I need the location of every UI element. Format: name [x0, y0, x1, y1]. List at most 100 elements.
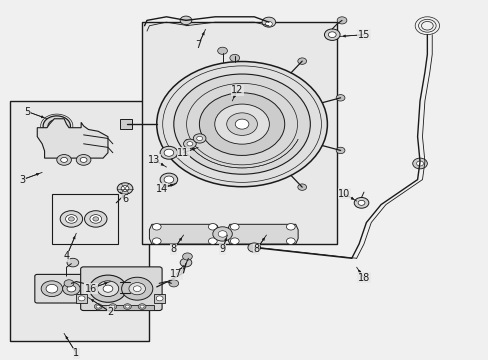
Circle shape: [103, 285, 113, 292]
Circle shape: [67, 285, 76, 292]
Circle shape: [335, 147, 344, 154]
Circle shape: [196, 136, 202, 141]
Text: 14: 14: [155, 184, 167, 194]
Circle shape: [48, 120, 65, 132]
Circle shape: [164, 149, 173, 156]
Circle shape: [93, 217, 99, 221]
Circle shape: [193, 134, 205, 143]
Circle shape: [357, 200, 364, 205]
Circle shape: [57, 154, 71, 165]
Text: 16: 16: [84, 284, 97, 294]
Circle shape: [156, 296, 163, 301]
Circle shape: [265, 22, 272, 26]
Circle shape: [60, 211, 82, 227]
Circle shape: [160, 146, 177, 159]
Circle shape: [336, 17, 346, 24]
Circle shape: [324, 29, 339, 40]
Circle shape: [140, 305, 144, 308]
Text: 6: 6: [122, 194, 128, 204]
Circle shape: [94, 304, 102, 310]
FancyBboxPatch shape: [35, 274, 120, 303]
Text: 12: 12: [230, 85, 243, 95]
Bar: [108, 282, 120, 296]
Circle shape: [235, 119, 248, 129]
Circle shape: [84, 211, 107, 227]
Circle shape: [138, 304, 146, 310]
Circle shape: [129, 283, 145, 295]
Circle shape: [412, 158, 427, 169]
Circle shape: [226, 113, 257, 135]
Bar: [154, 294, 164, 303]
Text: 11: 11: [177, 148, 189, 158]
Circle shape: [68, 217, 74, 221]
Circle shape: [97, 281, 119, 297]
Circle shape: [96, 305, 100, 308]
Text: 13: 13: [148, 155, 160, 165]
Text: 8: 8: [170, 244, 177, 255]
Bar: [96, 305, 154, 310]
Circle shape: [335, 95, 344, 101]
Circle shape: [152, 224, 161, 230]
Circle shape: [218, 231, 226, 237]
Circle shape: [262, 17, 275, 27]
Text: 4: 4: [63, 252, 69, 261]
Circle shape: [43, 116, 70, 136]
Circle shape: [247, 243, 260, 252]
Circle shape: [117, 183, 133, 194]
Circle shape: [353, 198, 368, 208]
Circle shape: [133, 286, 141, 292]
Circle shape: [229, 54, 239, 62]
Circle shape: [157, 62, 327, 187]
Circle shape: [199, 93, 284, 156]
Circle shape: [164, 176, 173, 183]
Circle shape: [67, 258, 79, 267]
Circle shape: [80, 157, 87, 162]
Circle shape: [122, 277, 153, 300]
Circle shape: [152, 238, 161, 244]
Circle shape: [217, 47, 227, 54]
Circle shape: [183, 139, 196, 148]
FancyBboxPatch shape: [81, 267, 162, 311]
Circle shape: [214, 104, 269, 144]
Bar: [10, 101, 149, 341]
Circle shape: [61, 157, 67, 162]
Text: 9: 9: [219, 244, 225, 255]
Text: 2: 2: [107, 307, 113, 317]
Circle shape: [286, 224, 295, 230]
Polygon shape: [37, 119, 108, 158]
Circle shape: [125, 305, 129, 308]
Circle shape: [128, 291, 134, 295]
Text: 1: 1: [73, 348, 79, 358]
Circle shape: [78, 296, 85, 301]
Circle shape: [212, 227, 232, 241]
Circle shape: [182, 253, 192, 260]
Bar: [142, 22, 336, 244]
Circle shape: [180, 258, 191, 267]
Circle shape: [64, 280, 74, 287]
Polygon shape: [227, 224, 298, 244]
Text: 10: 10: [338, 189, 350, 199]
Circle shape: [208, 224, 217, 230]
Circle shape: [160, 173, 177, 186]
Circle shape: [180, 16, 191, 25]
Circle shape: [208, 238, 217, 244]
Circle shape: [53, 123, 61, 129]
Circle shape: [297, 184, 306, 190]
Circle shape: [121, 186, 129, 192]
Circle shape: [297, 58, 306, 64]
Circle shape: [123, 304, 131, 310]
Circle shape: [111, 305, 115, 308]
Bar: [120, 119, 132, 130]
Circle shape: [128, 279, 134, 284]
Circle shape: [230, 238, 239, 244]
Circle shape: [109, 304, 117, 310]
Circle shape: [76, 154, 91, 165]
Bar: [52, 194, 118, 244]
Circle shape: [416, 161, 423, 166]
Circle shape: [41, 281, 62, 297]
Polygon shape: [149, 224, 217, 244]
Circle shape: [90, 215, 102, 223]
Text: 7: 7: [195, 40, 201, 50]
Circle shape: [89, 275, 126, 302]
Circle shape: [286, 238, 295, 244]
